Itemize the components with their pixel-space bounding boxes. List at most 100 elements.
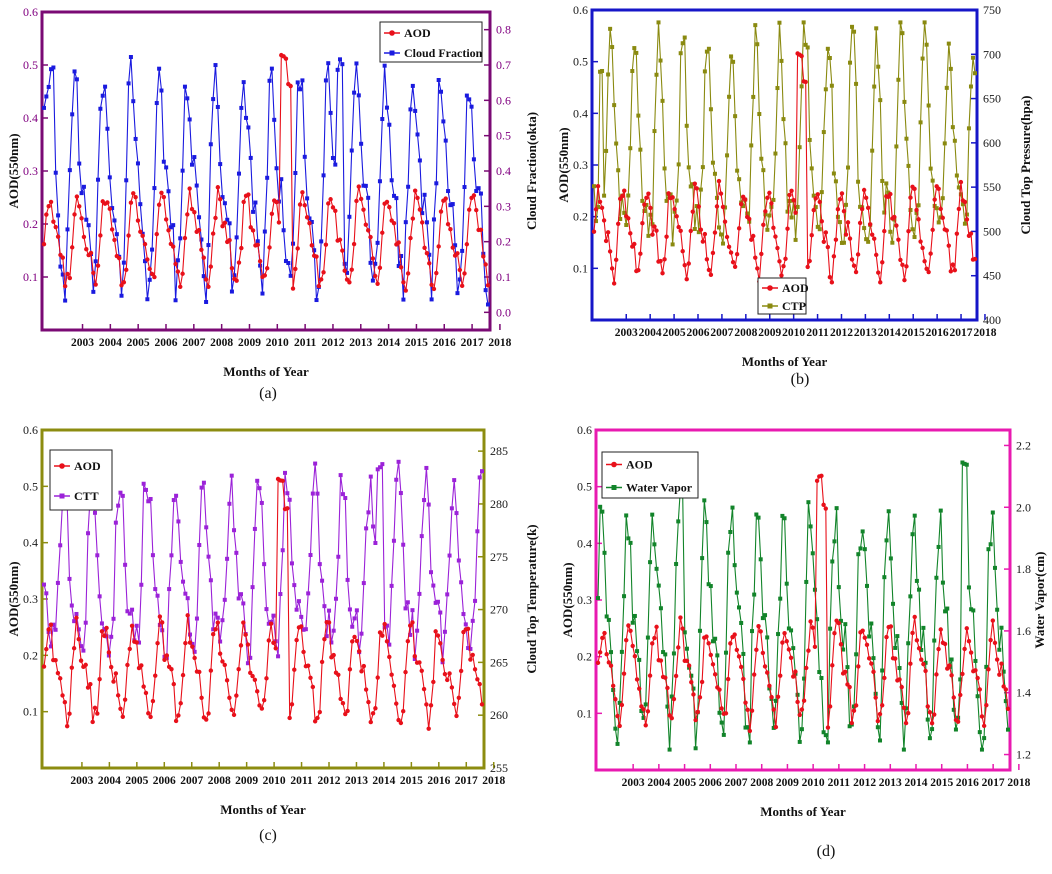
data-point — [906, 710, 911, 716]
data-point — [222, 662, 227, 668]
data-point — [153, 587, 158, 592]
data-point — [829, 83, 834, 88]
data-point — [979, 747, 984, 752]
data-point — [754, 647, 759, 653]
data-point — [609, 266, 615, 271]
data-point — [926, 269, 931, 275]
y2-tick-label: 1.6 — [1016, 624, 1031, 638]
data-point — [255, 478, 260, 483]
data-point — [710, 639, 715, 644]
data-point — [171, 244, 176, 249]
data-point — [728, 250, 734, 255]
data-point — [396, 459, 401, 464]
data-point — [194, 183, 199, 188]
series-line-aod — [597, 475, 1009, 731]
data-point — [456, 558, 461, 563]
data-point — [831, 254, 837, 259]
data-point — [771, 197, 776, 202]
data-point — [859, 206, 865, 212]
data-point — [343, 711, 348, 717]
data-point — [479, 702, 485, 707]
data-point — [120, 714, 125, 719]
data-point — [396, 240, 401, 245]
data-point — [127, 646, 132, 652]
data-point — [617, 700, 622, 705]
data-point — [671, 696, 677, 702]
data-point — [865, 205, 871, 211]
data-point — [690, 209, 695, 214]
x-tick-label: 2010 — [802, 777, 825, 789]
y-tick-label: 0.4 — [577, 536, 592, 550]
data-point — [761, 222, 766, 228]
data-point — [204, 299, 209, 304]
data-point — [86, 531, 91, 536]
data-point — [962, 646, 967, 652]
y2-tick-label: 450 — [983, 269, 1001, 283]
data-point — [180, 672, 186, 678]
data-point — [67, 275, 73, 281]
data-point — [368, 719, 373, 725]
data-point — [199, 247, 204, 252]
data-point — [759, 156, 764, 161]
data-point — [837, 220, 842, 225]
data-point — [923, 668, 928, 674]
data-point — [234, 278, 239, 283]
data-point — [349, 267, 354, 272]
data-point — [841, 647, 846, 652]
data-point — [69, 245, 75, 250]
data-point — [882, 228, 887, 234]
data-point — [455, 291, 460, 296]
data-point — [268, 621, 274, 626]
panel-caption: (b) — [791, 371, 810, 388]
data-point — [969, 607, 974, 612]
data-point — [210, 632, 216, 637]
data-point — [674, 562, 679, 567]
data-point — [691, 686, 696, 691]
legend-marker — [767, 303, 773, 309]
data-point — [281, 228, 286, 233]
data-point — [347, 214, 352, 219]
data-point — [763, 613, 768, 618]
x-axis-label: Months of Year — [220, 802, 306, 817]
x-tick-label: 2016 — [427, 775, 450, 787]
data-point — [936, 220, 941, 225]
panel-caption: (a) — [259, 385, 277, 402]
data-point — [944, 85, 949, 90]
data-point — [934, 206, 939, 211]
data-point — [293, 170, 298, 175]
data-point — [778, 673, 783, 678]
data-point — [171, 223, 176, 228]
data-point — [708, 107, 713, 112]
data-point — [650, 232, 655, 237]
data-point — [710, 160, 715, 165]
data-point — [916, 203, 921, 208]
data-point — [637, 686, 642, 691]
data-point — [340, 62, 345, 67]
data-point — [719, 706, 724, 711]
data-point — [182, 235, 188, 241]
data-point — [468, 657, 473, 662]
data-point — [646, 191, 651, 196]
data-point — [299, 624, 304, 629]
data-point — [819, 473, 824, 479]
data-point — [121, 280, 127, 285]
data-point — [300, 190, 305, 195]
data-point — [951, 695, 956, 700]
data-point — [201, 255, 206, 260]
data-point — [301, 627, 306, 632]
data-point — [225, 556, 230, 561]
data-point — [924, 42, 929, 47]
data-point — [288, 273, 293, 278]
data-point — [389, 583, 394, 588]
data-point — [356, 649, 362, 654]
data-point — [899, 700, 904, 705]
data-point — [956, 206, 962, 212]
data-point — [307, 221, 312, 226]
data-point — [382, 621, 387, 627]
data-point — [289, 702, 295, 707]
y-tick-label: 0.2 — [23, 217, 38, 231]
y2-tick-label: 700 — [983, 47, 1001, 61]
data-point — [174, 493, 179, 498]
data-point — [971, 608, 976, 613]
data-point — [116, 503, 121, 508]
